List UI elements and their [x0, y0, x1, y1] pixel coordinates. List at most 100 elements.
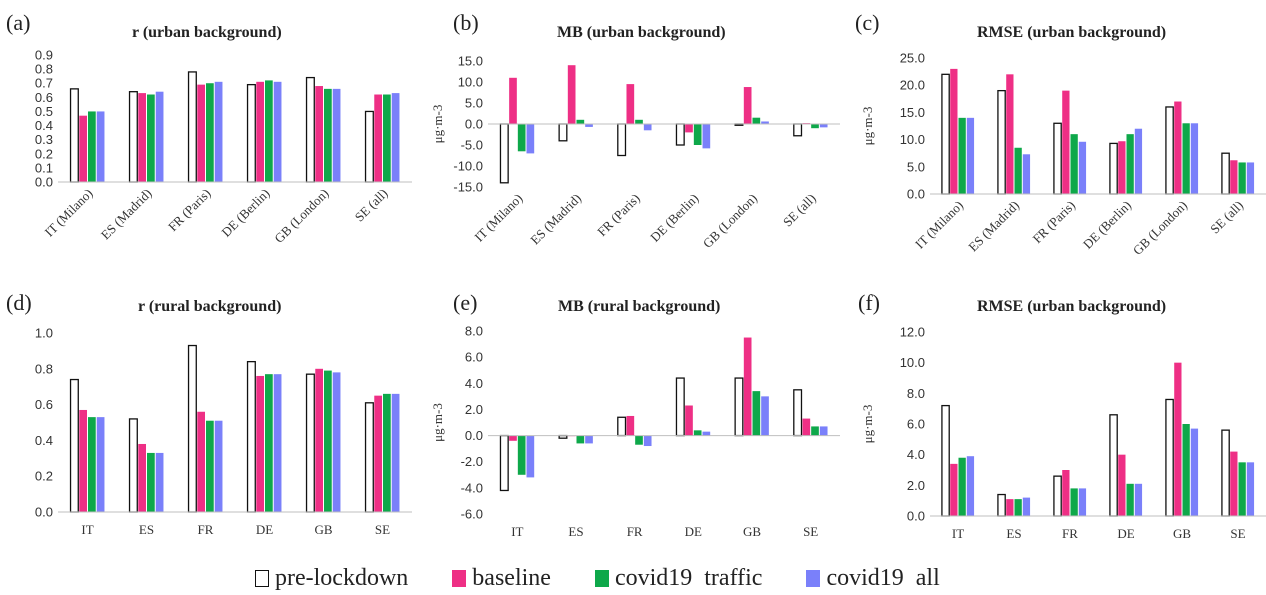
bar-covid19-all-de [1134, 483, 1143, 516]
bar-pre-lockdown-gb [305, 373, 315, 513]
bar-baseline-it-milano [950, 68, 958, 194]
bar-covid19-all-es-madrid [585, 124, 593, 127]
chart-svg: 0.0 5.0 10.0 15.0 20.0 25.0 μg·m-3 IT (Milano) E… [860, 51, 1266, 258]
bar-covid19-all-it [96, 417, 105, 512]
x-tick-label: ES (Madrid) [527, 191, 584, 248]
bar-baseline-gb-london [743, 87, 752, 124]
x-tick-label: DE [685, 524, 702, 539]
bar-baseline-it-milano [509, 77, 517, 124]
y-tick-label: 5.0 [465, 96, 483, 111]
y-tick-label: 8.0 [465, 324, 483, 339]
x-tick-label: GB [1173, 526, 1191, 541]
x-tick-label: IT (Milano) [912, 198, 966, 252]
bar-covid19-all-fr [214, 420, 223, 512]
bar-covid19-all-gb [332, 372, 341, 512]
chart-svg: -6.0 -4.0 -2.0 0.0 2.0 4.0 6.0 8.0 μg·m-3 IT ES FR D… [430, 324, 840, 539]
x-tick-label: ES [568, 524, 583, 539]
bar-covid19-all-es-madrid [1022, 154, 1031, 194]
y-tick-label: 0.0 [465, 428, 483, 443]
y-tick-label: 0.4 [35, 118, 53, 133]
y-tick-label: 12.0 [900, 325, 925, 340]
bar-covid19-traffic-it [88, 417, 96, 512]
x-tick-label: ES (Madrid) [965, 198, 1022, 255]
y-axis-label: μg·m-3 [860, 107, 875, 146]
bar-baseline-es-madrid [567, 65, 576, 124]
bar-covid19-traffic-se-all [383, 94, 391, 182]
legend-swatch [452, 569, 467, 587]
bar-covid19-all-gb [1190, 428, 1199, 516]
y-tick-label: 2.0 [465, 402, 483, 417]
bar-covid19-all-de-berlin [273, 81, 282, 182]
y-tick-label: 20.0 [900, 78, 925, 93]
legend-swatch [255, 569, 269, 587]
y-tick-label: 0.1 [35, 160, 53, 175]
x-tick-label: ES (Madrid) [98, 186, 155, 243]
bar-covid19-all-it-milano [526, 124, 535, 154]
panel-letter: (d) [6, 290, 32, 315]
bar-baseline-es-madrid [138, 93, 146, 182]
bar-covid19-traffic-de [693, 430, 702, 436]
x-tick-label: IT (Milano) [471, 191, 525, 245]
bar-covid19-traffic-it [958, 457, 966, 516]
bar-pre-lockdown-it-milano [499, 123, 509, 184]
bar-baseline-se-all [1230, 160, 1238, 194]
bar-pre-lockdown-fr [1053, 475, 1062, 517]
chart-svg: 0.0 0.2 0.4 0.6 0.8 1.0 IT ES FR DE GB SE [35, 326, 412, 537]
bar-pre-lockdown-de [1109, 414, 1118, 517]
bar-covid19-traffic-se-all [1238, 162, 1246, 194]
bar-covid19-all-gb-london [332, 88, 341, 182]
bar-baseline-gb [315, 368, 323, 512]
bar-covid19-traffic-es-madrid [1014, 147, 1022, 194]
legend-item-covid19-all: covid19 all [806, 565, 940, 592]
bar-pre-lockdown-gb-london [1165, 106, 1174, 195]
bar-baseline-se [1230, 451, 1238, 516]
bar-baseline-es [1006, 499, 1014, 516]
bar-pre-lockdown-es [997, 493, 1006, 517]
bar-baseline-gb-london [1174, 101, 1182, 194]
bar-covid19-all-se-all [819, 124, 828, 128]
bar-pre-lockdown-se [364, 402, 374, 513]
y-tick-label: 25.0 [900, 51, 925, 66]
x-tick-label: SE [375, 522, 390, 537]
panel-e: (e) MB (rural background) -6.0 -4.0 -2.0 0.… [420, 282, 850, 552]
bar-covid19-all-fr-paris [1078, 141, 1087, 194]
bar-pre-lockdown-fr-paris [1053, 122, 1062, 195]
y-tick-label: 0.0 [907, 509, 925, 524]
x-tick-label: GB [743, 524, 761, 539]
bar-covid19-all-se [1246, 462, 1255, 516]
bar-pre-lockdown-de-berlin [246, 83, 256, 183]
bar-pre-lockdown-fr [187, 344, 197, 513]
panel-letter: (c) [855, 10, 880, 35]
bar-covid19-traffic-es [1014, 499, 1022, 516]
chart-svg: 0.0 2.0 4.0 6.0 8.0 10.0 12.0 μg·m-3 IT ES FR DE GB S… [860, 325, 1266, 541]
bar-covid19-all-de [702, 431, 711, 436]
bar-covid19-all-es-madrid [155, 91, 164, 182]
y-tick-label: 0.3 [35, 132, 53, 147]
bar-pre-lockdown-it [499, 434, 509, 492]
bar-covid19-all-es [585, 435, 593, 444]
legend-item-baseline: baseline [452, 565, 551, 592]
bar-covid19-all-se-all [391, 93, 400, 182]
y-tick-label: 0.5 [35, 104, 53, 119]
bar-covid19-all-fr [643, 435, 652, 447]
bar-covid19-traffic-fr-paris [635, 119, 643, 124]
x-tick-label: DE [256, 522, 273, 537]
y-tick-label: 0.4 [35, 433, 53, 448]
panel-f: (f) RMSE (urban background) 0.0 2.0 4.0 6.0… [850, 282, 1266, 552]
bar-covid19-all-de [273, 374, 282, 512]
bar-covid19-traffic-de [265, 374, 273, 512]
chart-title: r (rural background) [138, 298, 282, 315]
y-tick-label: 0.0 [465, 117, 483, 132]
bar-pre-lockdown-se [793, 389, 803, 437]
y-tick-label: -10.0 [453, 159, 483, 174]
bar-covid19-traffic-fr [1070, 488, 1078, 516]
y-tick-label: 0.0 [35, 175, 53, 190]
y-tick-label: 4.0 [465, 376, 483, 391]
bar-pre-lockdown-de [246, 360, 256, 513]
bar-covid19-traffic-de [1126, 483, 1134, 516]
bar-pre-lockdown-se [1221, 429, 1230, 517]
bar-covid19-all-it-milano [96, 111, 105, 182]
bar-pre-lockdown-es [128, 418, 138, 513]
y-tick-label: 8.0 [907, 386, 925, 401]
